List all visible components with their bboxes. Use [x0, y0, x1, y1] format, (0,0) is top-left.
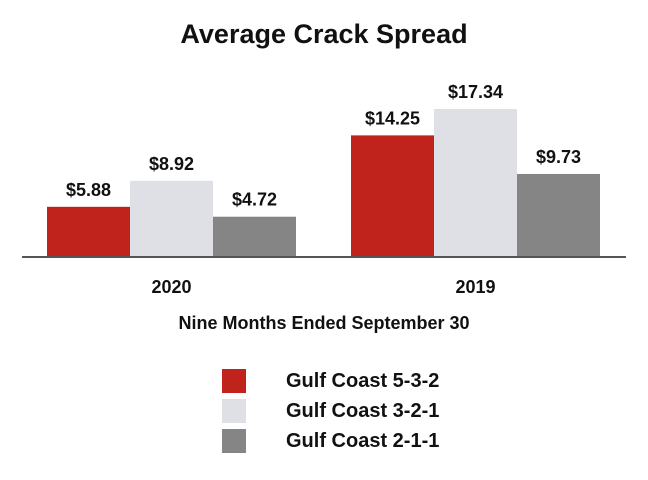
- legend-swatch-gulf-coast-2-1-1: [222, 429, 246, 453]
- bar-2020-series-3: [213, 216, 296, 257]
- data-label-2019-series-1: $14.25: [365, 108, 420, 128]
- x-tick-labels: 2020 2019: [151, 277, 495, 297]
- data-label-2019-series-3: $9.73: [536, 147, 581, 167]
- data-label-2020-series-1: $5.88: [66, 180, 111, 200]
- bars-group: $5.88 $8.92 $4.72 $14.25 $17.34 $9.73: [47, 82, 600, 257]
- chart-title: Average Crack Spread: [180, 19, 467, 49]
- bar-2020-series-1: [47, 206, 130, 257]
- x-tick-label-2019: 2019: [455, 277, 495, 297]
- legend-item-gulf-coast-2-1-1: Gulf Coast 2-1-1: [222, 426, 439, 456]
- x-tick-label-2020: 2020: [151, 277, 191, 297]
- x-axis-title: Nine Months Ended September 30: [178, 313, 469, 333]
- legend-swatch-gulf-coast-5-3-2: [222, 369, 246, 393]
- bar-2019-series-3: [517, 173, 600, 257]
- legend-item-gulf-coast-5-3-2: Gulf Coast 5-3-2: [222, 366, 439, 396]
- legend-item-gulf-coast-3-2-1: Gulf Coast 3-2-1: [222, 396, 439, 426]
- bar-chart: Average Crack Spread $5.88 $8.92 $4.72 $14.…: [22, 19, 626, 333]
- legend-swatch-gulf-coast-3-2-1: [222, 399, 246, 423]
- legend-label: Gulf Coast 2-1-1: [286, 429, 440, 452]
- legend-label: Gulf Coast 5-3-2: [286, 369, 440, 392]
- bar-2019-series-2: [434, 109, 517, 257]
- data-label-2019-series-2: $17.34: [448, 82, 503, 102]
- bar-2019-series-1: [351, 135, 434, 257]
- data-label-2020-series-3: $4.72: [232, 190, 277, 210]
- legend: Gulf Coast 5-3-2 Gulf Coast 3-2-1 Gulf C…: [222, 366, 439, 456]
- bar-2020-series-2: [130, 180, 213, 257]
- legend-label: Gulf Coast 3-2-1: [286, 399, 440, 422]
- data-label-2020-series-2: $8.92: [149, 154, 194, 174]
